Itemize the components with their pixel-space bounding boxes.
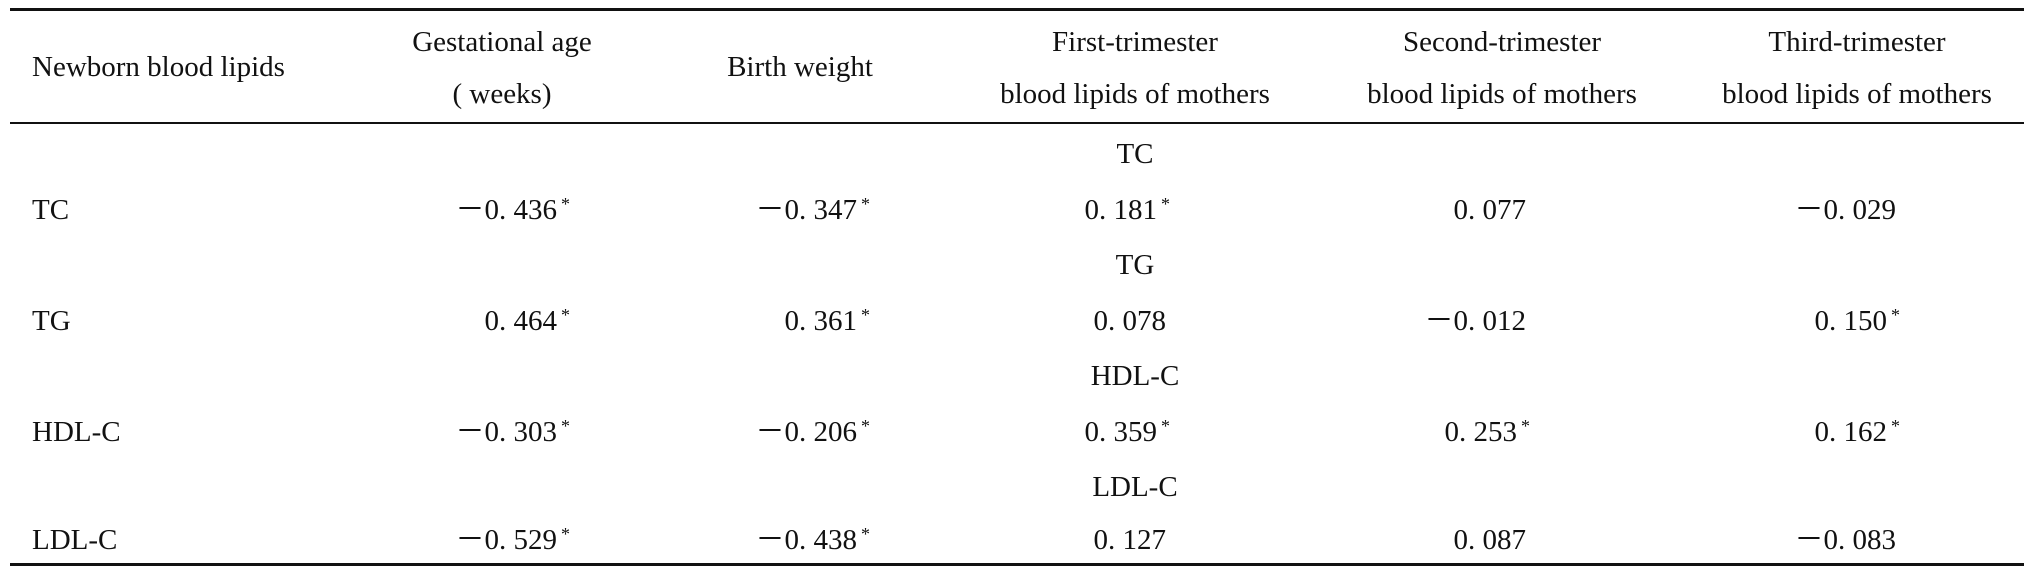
table-cell: 0. 087 (1453, 524, 1527, 556)
table-cell: 0. 253 * (1444, 416, 1531, 448)
table-cell: －0. 347 * (755, 194, 870, 226)
section-subheader: TG (1115, 249, 1155, 281)
table-cell: －0. 012 (1424, 305, 1526, 337)
table-cell: 0. 077 (1453, 194, 1527, 226)
header-third-trimester: Third-trimester blood lipids of mothers (1722, 26, 1992, 110)
header-newborn-blood-lipids: Newborn blood lipids (32, 51, 285, 83)
table-cell: 0. 181 * (1084, 194, 1171, 226)
table-cell: －0. 303 * (455, 416, 570, 448)
header-second-trimester: Second-trimester blood lipids of mothers (1367, 26, 1637, 110)
table-cell: 0. 162 * (1814, 416, 1901, 448)
table-cell: －0. 438 * (755, 524, 870, 556)
header-gestational-age: Gestational age ( weeks) (412, 26, 592, 110)
table-cell: 0. 464 * (484, 305, 571, 337)
section-subheader: HDL-C (1090, 360, 1180, 392)
table-cell: 0. 078 (1093, 305, 1167, 337)
table-top-rule (10, 8, 2024, 11)
table-cell: －0. 206 * (755, 416, 870, 448)
table-cell: －0. 083 (1794, 524, 1896, 556)
table-cell: 0. 359 * (1084, 416, 1171, 448)
table-cell: 0. 127 (1093, 524, 1167, 556)
table-row-label: LDL-C (32, 524, 118, 556)
table-cell: 0. 150 * (1814, 305, 1901, 337)
table-cell: 0. 361 * (784, 305, 871, 337)
table-row-label: TC (32, 194, 70, 226)
header-birth-weight: Birth weight (727, 51, 873, 83)
table-row-label: HDL-C (32, 416, 121, 448)
table-cell: －0. 029 (1794, 194, 1896, 226)
table-row-label: TG (32, 305, 71, 337)
table-bottom-rule (10, 563, 2024, 566)
table-cell: －0. 436 * (455, 194, 570, 226)
section-subheader: TC (1116, 138, 1154, 170)
section-subheader: LDL-C (1092, 471, 1178, 503)
table-header-rule (10, 122, 2024, 124)
correlation-table: Newborn blood lipids Gestational age ( w… (10, 8, 2024, 568)
table-cell: －0. 529 * (455, 524, 570, 556)
header-first-trimester: First-trimester blood lipids of mothers (1000, 26, 1270, 110)
